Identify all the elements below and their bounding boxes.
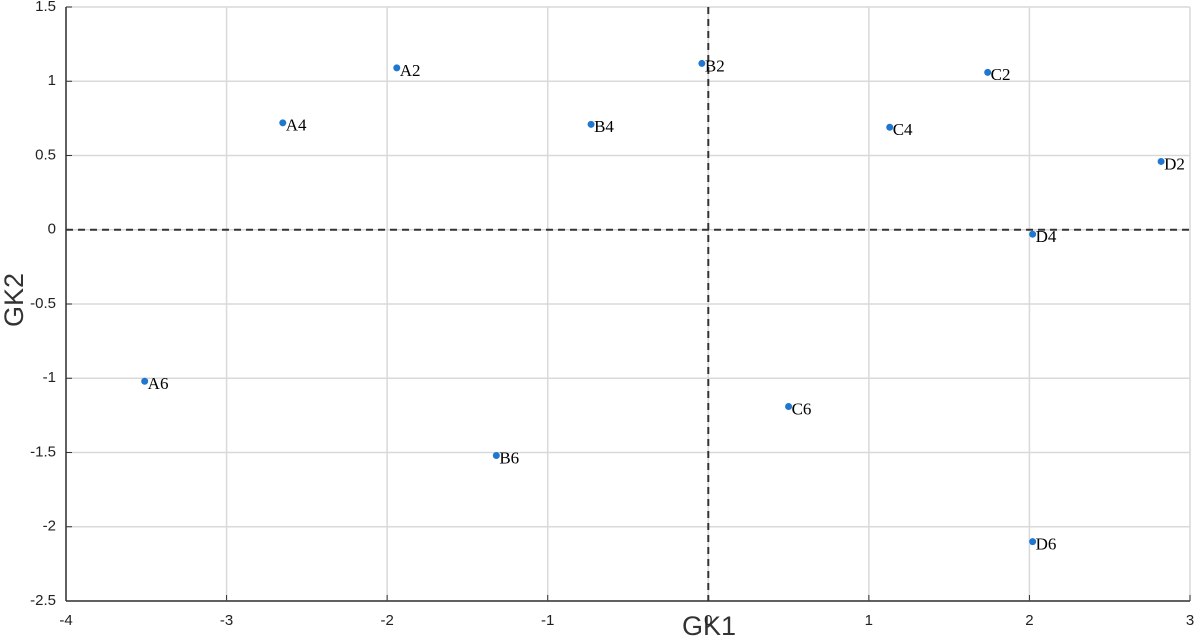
point (393, 64, 401, 72)
point (1029, 538, 1037, 546)
point-label: C4 (893, 120, 913, 139)
point (141, 377, 149, 385)
point-label: C2 (991, 65, 1011, 84)
point (279, 119, 287, 127)
point (1029, 230, 1037, 238)
point (587, 120, 595, 128)
y-tick-label: -1 (43, 369, 56, 386)
point-label: D4 (1036, 227, 1057, 246)
y-tick-label: -1.5 (30, 443, 56, 460)
y-tick-label: 0.5 (35, 146, 56, 163)
x-tick-label: -3 (220, 612, 233, 629)
x-tick-label: -2 (380, 612, 393, 629)
point-label: B2 (705, 56, 725, 75)
point (886, 123, 894, 131)
y-tick-label: -2.5 (30, 592, 56, 609)
y-axis-label: GK2 (0, 273, 29, 327)
point (785, 402, 793, 410)
point-label: A4 (286, 116, 307, 135)
y-tick-label: 1.5 (35, 0, 56, 15)
y-tick-label: -2 (43, 518, 56, 535)
x-tick-label: -1 (541, 612, 554, 629)
x-tick-label: 3 (1186, 612, 1194, 629)
point (1157, 157, 1165, 165)
point (492, 451, 500, 459)
point-label: C6 (792, 399, 812, 418)
point-label: B6 (499, 448, 519, 467)
point-label: B4 (594, 117, 614, 136)
point-label: D2 (1164, 154, 1185, 173)
point-label: A2 (400, 61, 421, 80)
x-tick-label: 2 (1025, 612, 1033, 629)
y-tick-label: -0.5 (30, 295, 56, 312)
y-tick-label: 1 (48, 72, 56, 89)
y-tick-label: 0 (48, 221, 56, 238)
x-axis-label: GK1 (682, 611, 736, 641)
point-label: D6 (1036, 535, 1057, 554)
point-label: A6 (148, 374, 169, 393)
point (984, 68, 992, 76)
x-tick-label: 0 (704, 612, 712, 629)
x-tick-label: -4 (59, 612, 72, 629)
point (698, 59, 706, 67)
x-tick-label: 1 (865, 612, 873, 629)
